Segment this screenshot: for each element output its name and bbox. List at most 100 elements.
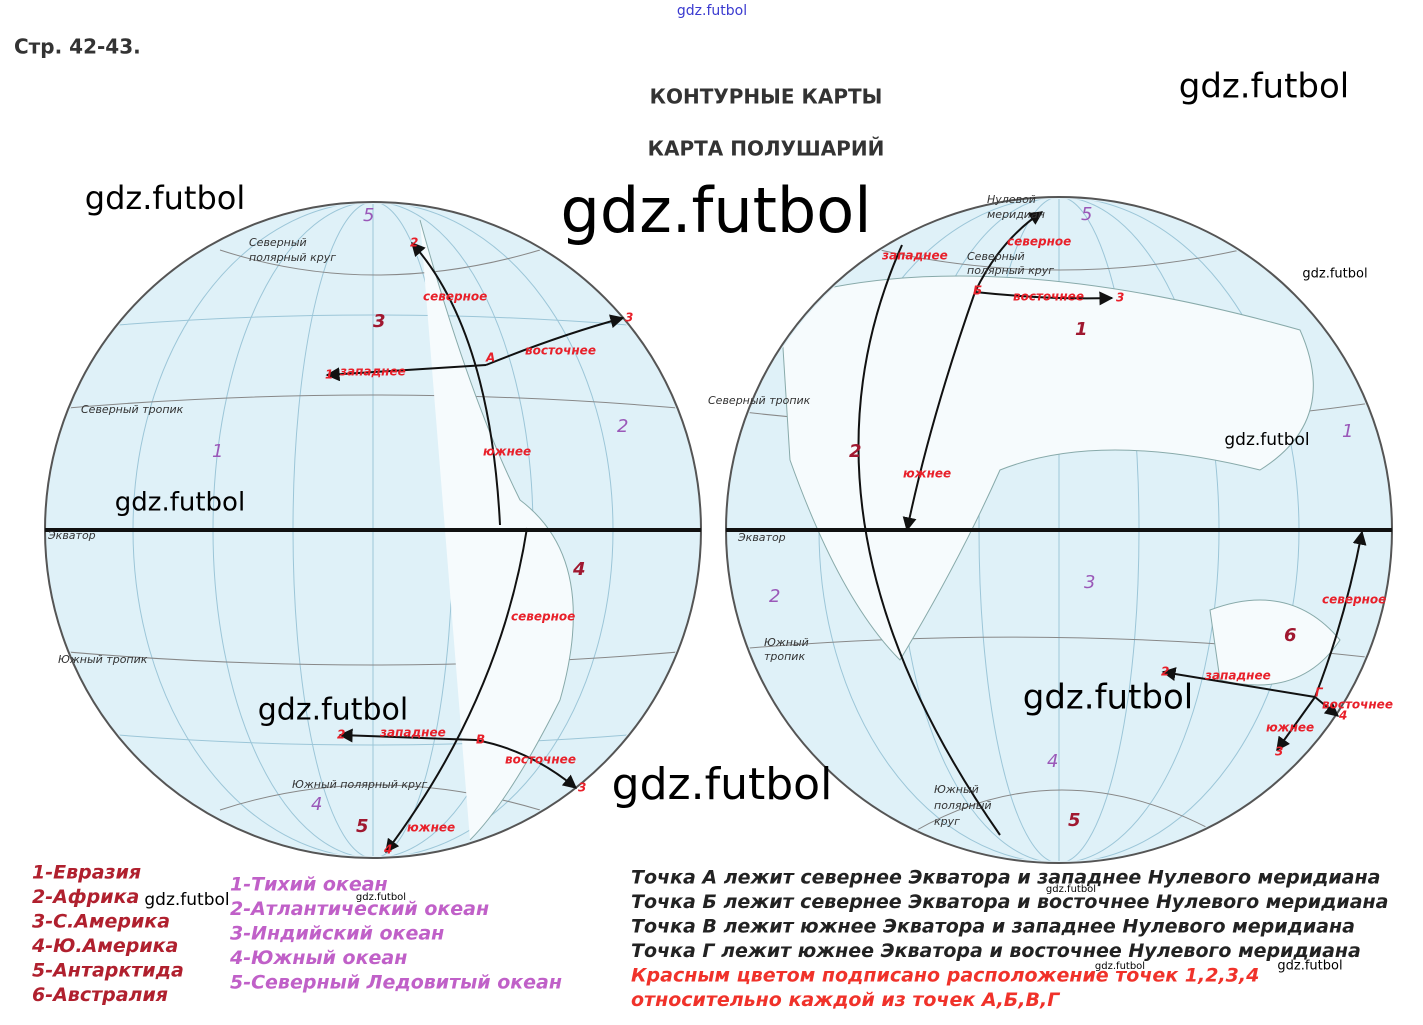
- statement: Точка А лежит севернее Экватора и западн…: [631, 867, 1380, 889]
- watermark: gdz.futbol: [258, 693, 408, 728]
- map-label: 4: [311, 794, 322, 815]
- ocean-legend: 2-Атлантический океан: [230, 898, 489, 920]
- map-label: 5: [1068, 810, 1081, 831]
- map-label: 1: [1075, 319, 1088, 340]
- continent-legend: 6-Австралия: [32, 984, 168, 1006]
- map-label: Северный тропик: [708, 394, 811, 407]
- direction-label: 2: [410, 236, 418, 250]
- direction-label: западнее: [339, 365, 406, 379]
- subtitle: КАРТА ПОЛУШАРИЙ: [648, 137, 885, 161]
- watermark: gdz.futbol: [1046, 884, 1096, 895]
- map-label: полярный: [934, 799, 992, 812]
- watermark: gdz.futbol: [115, 488, 245, 518]
- direction-label: 4: [383, 843, 392, 857]
- watermark: gdz.futbol: [1302, 267, 1367, 282]
- direction-label: 2: [337, 728, 345, 742]
- map-label: Южный: [934, 783, 979, 796]
- map-label: Экватор: [737, 531, 786, 544]
- continent-legend: 3-С.Америка: [32, 911, 170, 933]
- direction-label: южнее: [483, 445, 531, 459]
- watermark: gdz.futbol: [85, 179, 245, 217]
- right-hemisphere: [725, 196, 1393, 864]
- map-label: 2: [849, 441, 862, 462]
- direction-label: южнее: [1266, 721, 1314, 735]
- watermark: gdz.futbol: [1179, 67, 1350, 107]
- watermark: gdz.futbol: [144, 890, 229, 910]
- direction-label: 4: [1338, 709, 1347, 723]
- watermark: gdz.futbol: [356, 892, 406, 903]
- map-label: Южный тропик: [58, 653, 148, 666]
- direction-label: восточнее: [1013, 290, 1084, 304]
- map-label: Южный полярный круг: [292, 778, 428, 791]
- map-label: Нулевой: [987, 193, 1036, 206]
- ocean-legend: 4-Южный океан: [229, 947, 407, 969]
- direction-label: северное: [1007, 235, 1071, 249]
- map-label: 2: [769, 586, 780, 607]
- map-label: круг: [934, 815, 960, 828]
- map-label: Экватор: [47, 529, 96, 542]
- watermark: gdz.futbol: [1277, 959, 1342, 974]
- direction-label: восточнее: [525, 344, 596, 358]
- note: Красным цветом подписано расположение то…: [631, 965, 1259, 987]
- map-label: полярный круг: [967, 264, 1054, 277]
- watermark: gdz.futbol: [1023, 678, 1194, 718]
- map-label: 3: [373, 311, 386, 332]
- map-label: тропик: [764, 650, 805, 663]
- title: КОНТУРНЫЕ КАРТЫ: [650, 85, 883, 109]
- map-label: Северный: [249, 236, 307, 249]
- continent-legend: 1-Евразия: [32, 862, 141, 884]
- page-ref: Стр. 42-43.: [14, 35, 141, 59]
- direction-label: южнее: [407, 821, 455, 835]
- map-label: 5: [1081, 204, 1092, 225]
- watermark: gdz.futbol: [1224, 430, 1309, 450]
- direction-label: 3: [578, 781, 586, 795]
- direction-label: южнее: [903, 467, 951, 481]
- map-label: 5: [356, 816, 369, 837]
- ocean-legend: 3-Индийский океан: [230, 923, 444, 945]
- watermark: gdz.futbol: [561, 174, 872, 247]
- left-hemisphere: [44, 201, 702, 859]
- map-label: Северный: [967, 250, 1025, 263]
- continent-legend: 5-Антарктида: [32, 960, 184, 982]
- map-label: полярный круг: [249, 251, 336, 264]
- direction-label: 2: [1161, 665, 1169, 679]
- map-label: 1: [1342, 421, 1353, 442]
- direction-label: северное: [1322, 593, 1386, 607]
- continent-legend: 2-Африка: [32, 886, 139, 908]
- map-label: 2: [617, 416, 628, 437]
- statement: Точка Б лежит севернее Экватора и восточ…: [631, 891, 1389, 913]
- direction-label: восточнее: [1322, 698, 1393, 712]
- direction-label: восточнее: [505, 753, 576, 767]
- direction-label: 3: [1275, 745, 1283, 759]
- direction-label: западнее: [379, 726, 446, 740]
- ocean-legend: 1-Тихий океан: [230, 874, 388, 896]
- direction-label: 3: [1116, 291, 1124, 305]
- direction-label: западнее: [1204, 669, 1271, 683]
- map-label: 4: [572, 559, 586, 580]
- direction-label: Г: [1315, 686, 1324, 700]
- direction-label: западнее: [881, 249, 948, 263]
- site-link[interactable]: gdz.futbol: [677, 3, 747, 19]
- direction-label: 3: [625, 311, 633, 325]
- map-label: Южный: [764, 636, 809, 649]
- direction-label: северное: [423, 290, 487, 304]
- note: относительно каждой из точек А,Б,В,Г: [631, 989, 1060, 1011]
- statement: Точка В лежит южнее Экватора и западнее …: [631, 916, 1355, 938]
- map-label: 1: [212, 441, 223, 462]
- map-label: меридиан: [987, 208, 1045, 221]
- watermark: gdz.futbol: [1095, 961, 1145, 972]
- ocean-legend: 5-Северный Ледовитый океан: [230, 972, 562, 994]
- watermark: gdz.futbol: [612, 759, 833, 810]
- direction-label: А: [485, 351, 495, 365]
- map-label: 6: [1284, 625, 1297, 646]
- direction-label: 1: [325, 368, 333, 382]
- direction-label: В: [476, 733, 485, 747]
- direction-label: Б: [973, 284, 982, 298]
- map-label: 4: [1047, 751, 1058, 772]
- map-label: 5: [363, 205, 374, 226]
- direction-label: северное: [511, 610, 575, 624]
- map-label: 3: [1084, 572, 1095, 593]
- statement: Точка Г лежит южнее Экватора и восточнее…: [631, 940, 1361, 962]
- continent-legend: 4-Ю.Америка: [31, 935, 178, 957]
